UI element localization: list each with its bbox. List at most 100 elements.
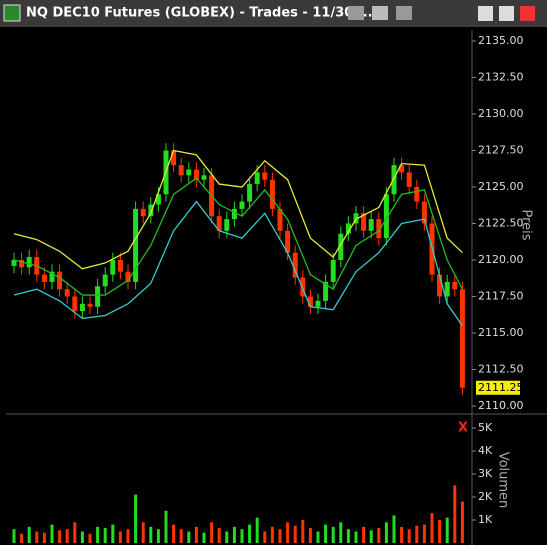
volume-bar bbox=[316, 531, 320, 543]
volume-bar bbox=[202, 532, 206, 543]
app-icon bbox=[3, 4, 21, 22]
candle-body bbox=[292, 252, 298, 278]
volume-bar bbox=[430, 513, 434, 543]
volume-bar bbox=[80, 531, 84, 543]
y-tick-label: 2135.00 bbox=[478, 34, 524, 47]
candle-body bbox=[102, 274, 108, 287]
y-tick-label: 2122.50 bbox=[478, 217, 524, 230]
volume-bar bbox=[111, 524, 115, 543]
volume-bar bbox=[58, 530, 62, 543]
volume-bar bbox=[232, 526, 236, 543]
volume-bar bbox=[248, 524, 252, 543]
candle-body bbox=[11, 260, 17, 266]
candle-body bbox=[72, 296, 78, 312]
y2-tick-label: 5K bbox=[478, 421, 493, 434]
volume-bar bbox=[240, 529, 244, 543]
volume-bar bbox=[225, 531, 229, 543]
volume-bar bbox=[415, 525, 419, 543]
volume-bar bbox=[134, 494, 138, 543]
candle-body bbox=[459, 289, 465, 388]
volume-bar bbox=[270, 526, 274, 543]
volume-bar bbox=[141, 522, 145, 543]
candle-body bbox=[399, 165, 405, 173]
volume-bar bbox=[346, 529, 350, 543]
volume-bar bbox=[301, 520, 305, 543]
candle-body bbox=[383, 194, 389, 239]
minimize-button[interactable] bbox=[478, 6, 493, 21]
candle-body bbox=[437, 274, 443, 297]
candle-body bbox=[140, 208, 146, 217]
volume-bar bbox=[194, 526, 198, 543]
candle-body bbox=[368, 219, 374, 231]
volume-bar bbox=[438, 520, 442, 543]
candle-body bbox=[239, 201, 245, 209]
candle-body bbox=[300, 277, 306, 297]
volume-bar bbox=[65, 529, 69, 543]
window-title: NQ DEC10 Futures (GLOBEX) - Trades - 11/… bbox=[26, 6, 373, 21]
title-bar bbox=[0, 0, 547, 27]
volume-bar bbox=[263, 531, 267, 543]
band-line bbox=[13, 200, 463, 327]
candle-body bbox=[269, 179, 275, 209]
volume-bar bbox=[392, 515, 396, 543]
volume-bar bbox=[156, 529, 160, 543]
volume-bar bbox=[172, 524, 176, 543]
tools-button[interactable] bbox=[396, 6, 412, 20]
volume-bar bbox=[42, 532, 46, 543]
link-button[interactable] bbox=[348, 6, 364, 20]
candle-body bbox=[171, 150, 177, 166]
candle-body bbox=[193, 169, 199, 180]
y-tick-label: 2132.50 bbox=[478, 71, 524, 84]
volume-bar bbox=[20, 533, 24, 543]
candle-body bbox=[201, 175, 207, 180]
candle-body bbox=[26, 257, 32, 268]
volume-bar bbox=[286, 522, 290, 543]
price-axis-title: Preis bbox=[519, 209, 534, 240]
volume-bar bbox=[50, 524, 54, 543]
y2-tick-label: 2K bbox=[478, 490, 493, 503]
y2-tick-label: 3K bbox=[478, 467, 493, 480]
volume-bar bbox=[331, 526, 335, 543]
y-tick-label: 2115.00 bbox=[478, 326, 524, 339]
maximize-button[interactable] bbox=[499, 6, 514, 21]
candle-body bbox=[186, 169, 192, 176]
y-tick-label: 2117.50 bbox=[478, 290, 524, 303]
candle-body bbox=[262, 172, 268, 180]
candle-body bbox=[414, 187, 420, 202]
candle-body bbox=[391, 165, 397, 195]
volume-bar bbox=[179, 529, 183, 543]
y-tick-label: 2120.00 bbox=[478, 253, 524, 266]
print-button[interactable] bbox=[372, 6, 388, 20]
candle-body bbox=[79, 303, 85, 312]
candle-body bbox=[87, 303, 93, 307]
close-button[interactable] bbox=[520, 6, 535, 21]
candle-body bbox=[95, 286, 101, 307]
volume-bar bbox=[88, 533, 92, 543]
volume-bar bbox=[362, 526, 366, 543]
y-tick-label: 2110.00 bbox=[478, 399, 524, 412]
candle-body bbox=[41, 274, 47, 282]
band-line bbox=[13, 149, 463, 270]
volume-bar bbox=[308, 528, 312, 543]
candle-body bbox=[345, 223, 351, 234]
volume-bar bbox=[384, 522, 388, 543]
candle-body bbox=[57, 271, 63, 290]
volume-bar bbox=[453, 485, 457, 543]
candle-body bbox=[155, 194, 161, 205]
close-panel-icon[interactable]: X bbox=[458, 421, 468, 436]
volume-bar bbox=[422, 524, 426, 543]
volume-bar bbox=[377, 528, 381, 543]
volume-bar bbox=[164, 510, 168, 543]
volume-bar bbox=[210, 522, 214, 543]
candle-body bbox=[110, 260, 116, 275]
volume-bar bbox=[126, 529, 130, 543]
candle-body bbox=[307, 296, 313, 307]
candle-body bbox=[376, 219, 382, 239]
y-tick-label: 2125.00 bbox=[478, 180, 524, 193]
band-line bbox=[13, 177, 463, 296]
candle-body bbox=[406, 172, 412, 187]
last-price-label: 2111.25 bbox=[478, 381, 524, 394]
candle-body bbox=[254, 172, 260, 185]
